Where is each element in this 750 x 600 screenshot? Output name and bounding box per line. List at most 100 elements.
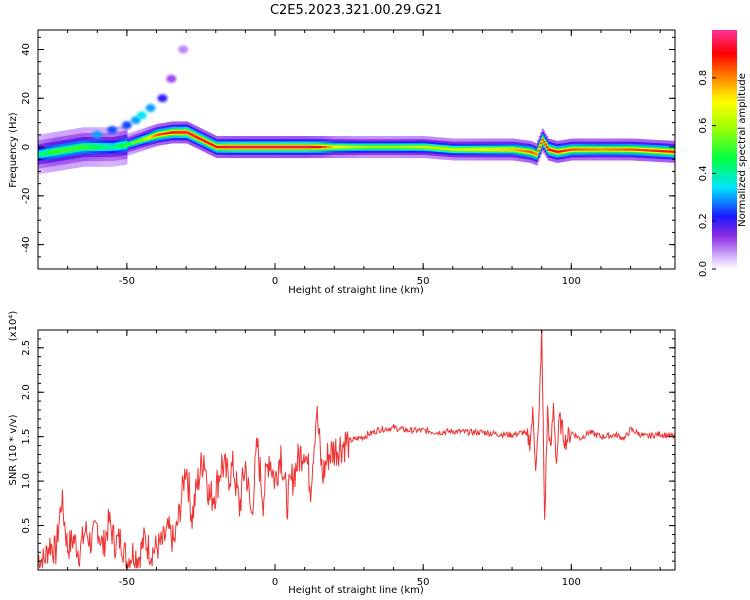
heat-cell: [245, 145, 248, 149]
heat-cell: [69, 147, 72, 152]
heat-cell: [633, 148, 636, 151]
snr-y-scale-label: (x10⁴): [8, 311, 19, 342]
spectrogram-x-tick-label: 0: [272, 276, 278, 287]
heat-cell: [355, 145, 358, 149]
spectrogram-x-ticks: -50 0 50 100: [37, 30, 661, 287]
heat-cell: [400, 145, 404, 149]
heat-cell: [269, 145, 272, 149]
heat-cell: [101, 145, 104, 150]
heat-cell: [435, 146, 438, 150]
heat-cell: [538, 145, 541, 149]
heat-cell: [577, 148, 580, 151]
heat-cell: [317, 145, 321, 149]
heat-cell: [323, 145, 326, 149]
heat-cell: [43, 151, 47, 156]
heat-cell: [126, 143, 129, 146]
snr-y-tick-label: 2.5: [21, 340, 32, 356]
heat-cell: [395, 145, 398, 149]
heat-cell: [636, 148, 639, 151]
heat-cell: [255, 145, 258, 149]
heat-cell: [643, 149, 646, 152]
heat-cell: [39, 152, 42, 157]
heat-cell: [347, 145, 350, 149]
heat-cell: [78, 145, 81, 150]
heat-cell: [218, 145, 221, 149]
heat-cell: [236, 145, 239, 149]
heat-cell: [288, 145, 291, 149]
heat-cell: [159, 133, 162, 136]
heat-cell: [312, 145, 315, 149]
heat-cell: [187, 132, 190, 135]
heat-cell: [289, 145, 292, 149]
heat-cell: [669, 150, 672, 153]
heat-trail-point: [157, 94, 168, 103]
heat-cell: [618, 148, 621, 151]
spectrogram-heat-layer: [38, 45, 675, 175]
heat-cell: [237, 145, 241, 149]
heat-cell: [306, 145, 309, 149]
heat-cell: [249, 145, 252, 149]
heat-cell: [368, 145, 371, 149]
heat-cell: [584, 148, 587, 151]
heat-cell: [206, 141, 209, 144]
heat-cell: [651, 149, 654, 152]
heat-cell: [544, 143, 547, 146]
heat-cell: [660, 150, 663, 153]
heat-cell: [566, 149, 569, 152]
heat-cell: [343, 145, 346, 149]
heat-cell: [91, 145, 94, 150]
heat-cell: [483, 148, 486, 151]
heat-cell: [235, 145, 238, 149]
heat-cell: [549, 148, 552, 151]
heat-cell: [639, 148, 642, 152]
heat-cell: [640, 148, 644, 152]
heat-cell: [128, 143, 131, 146]
heat-cell: [645, 149, 648, 152]
colorbar: 0.0 0.2 0.4 0.6 0.8 Normalized spectral ampl…: [698, 30, 748, 277]
heat-cell: [440, 147, 444, 150]
heat-cell: [272, 145, 275, 149]
snr-x-tick-label: -50: [119, 577, 135, 588]
heat-cell: [488, 148, 491, 151]
heat-cell: [88, 145, 91, 150]
heat-cell: [307, 145, 310, 149]
heat-cell: [243, 145, 246, 149]
heat-cell: [615, 148, 618, 151]
heat-cell: [556, 150, 559, 154]
heat-cell: [178, 131, 181, 134]
heat-cell: [590, 148, 593, 151]
heat-cell: [325, 145, 328, 149]
heat-cell: [54, 149, 57, 154]
heat-cell: [559, 150, 562, 153]
heat-cell: [386, 145, 389, 149]
heat-cell: [672, 150, 675, 153]
heat-cell: [445, 147, 448, 150]
snr-y-ticks: 0.5 1.0 1.5 2.0 2.5: [21, 338, 675, 571]
heat-cell: [572, 148, 575, 151]
spectrogram-y-ticks: -40 -20 0 20 40: [21, 36, 675, 270]
spectrogram-frame: [37, 29, 676, 270]
heat-cell: [192, 134, 195, 137]
heat-cell: [520, 149, 524, 152]
heat-cell: [85, 145, 88, 150]
heat-cell: [109, 145, 112, 150]
heat-cell: [162, 132, 165, 135]
heat-cell: [477, 148, 481, 151]
heat-cell: [137, 140, 140, 143]
heat-cell: [226, 145, 229, 149]
heat-cell: [437, 147, 441, 150]
heat-cell: [183, 131, 186, 134]
heat-cell: [286, 145, 289, 149]
heat-cell: [94, 145, 97, 150]
heat-cell: [297, 145, 300, 149]
heat-cell: [463, 148, 466, 151]
heat-cell: [329, 145, 332, 149]
heat-cell: [76, 146, 79, 151]
heat-cell: [186, 131, 189, 134]
heat-cell: [405, 145, 408, 149]
heat-cell: [363, 145, 366, 149]
heat-band-5: [38, 131, 675, 157]
heat-cell: [624, 148, 627, 151]
heat-cell: [472, 148, 475, 151]
heat-trail-point: [178, 45, 189, 54]
